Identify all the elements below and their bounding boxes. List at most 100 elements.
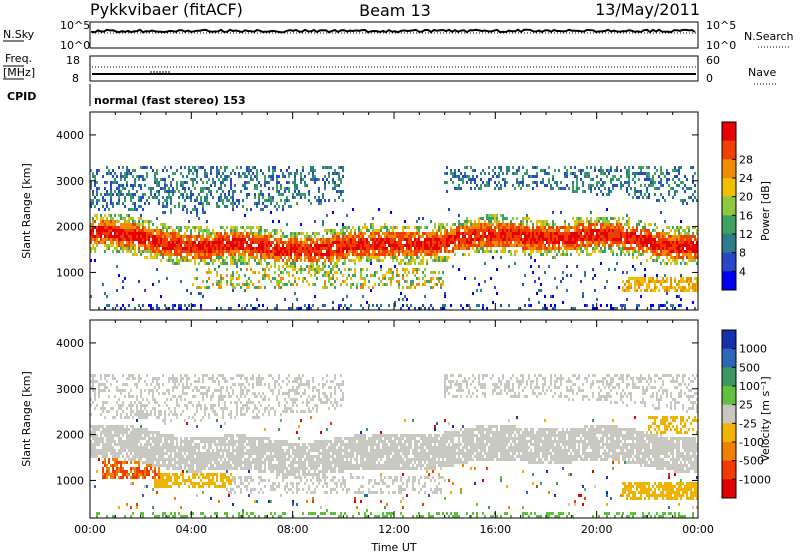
heatmap-cell — [210, 184, 212, 187]
heatmap-cell — [620, 247, 622, 250]
heatmap-cell — [142, 178, 144, 181]
heatmap-cell — [102, 175, 104, 178]
heatmap-cell — [572, 226, 574, 229]
heatmap-cell — [668, 250, 670, 253]
heatmap-cell — [350, 247, 352, 250]
heatmap-cell — [684, 238, 686, 241]
heatmap-cell — [526, 223, 528, 226]
heatmap-cell — [356, 244, 358, 247]
heatmap-cell — [496, 244, 498, 247]
heatmap-cell — [614, 229, 616, 232]
heatmap-cell — [414, 274, 416, 277]
heatmap-cell — [290, 172, 292, 175]
heatmap-cell — [338, 304, 340, 307]
heatmap-cell — [440, 259, 442, 262]
heatmap-cell — [626, 286, 628, 289]
heatmap-cell — [202, 280, 204, 283]
heatmap-cell — [682, 280, 684, 283]
heatmap-cell — [240, 247, 242, 250]
heatmap-cell — [94, 214, 96, 217]
heatmap-cell — [498, 232, 500, 235]
heatmap-cell — [112, 235, 114, 238]
heatmap-cell — [116, 175, 118, 178]
heatmap-cell — [344, 259, 346, 262]
heatmap-cell — [106, 247, 108, 250]
heatmap-cell — [330, 238, 332, 241]
heatmap-cell — [660, 280, 662, 283]
date-title: 13/May/2011 — [595, 0, 700, 19]
heatmap-cell — [330, 259, 332, 262]
heatmap-cell — [176, 253, 178, 256]
heatmap-cell — [170, 166, 172, 169]
heatmap-cell — [192, 172, 194, 175]
heatmap-cell — [382, 238, 384, 241]
heatmap-cell — [372, 250, 374, 253]
heatmap-cell — [294, 250, 296, 253]
heatmap-cell — [234, 247, 236, 250]
heatmap-cell — [560, 238, 562, 241]
heatmap-cell — [224, 178, 226, 181]
heatmap-cell — [218, 178, 220, 181]
heatmap-cell — [204, 169, 206, 172]
heatmap-cell — [374, 271, 376, 274]
heatmap-cell — [630, 232, 632, 235]
heatmap-cell — [360, 247, 362, 250]
heatmap-cell — [126, 175, 128, 178]
heatmap-cell — [188, 226, 190, 229]
heatmap-cell — [340, 250, 342, 253]
heatmap-cell — [224, 196, 226, 199]
heatmap-cell — [458, 247, 460, 250]
heatmap-cell — [576, 250, 578, 253]
heatmap-cell — [388, 277, 390, 280]
heatmap-cell — [436, 277, 438, 280]
heatmap-cell — [466, 244, 468, 247]
heatmap-cell — [208, 256, 210, 259]
heatmap-cell — [146, 238, 148, 241]
heatmap-cell — [228, 193, 230, 196]
heatmap-cell — [492, 244, 494, 247]
heatmap-cell — [120, 178, 122, 181]
heatmap-cell — [664, 262, 666, 265]
heatmap-cell — [310, 166, 312, 169]
heatmap-cell — [420, 247, 422, 250]
heatmap-cell — [484, 244, 486, 247]
heatmap-cell — [146, 229, 148, 232]
heatmap-cell — [204, 199, 206, 202]
heatmap-cell — [648, 166, 650, 169]
heatmap-cell — [106, 223, 108, 226]
heatmap-cell — [150, 256, 152, 259]
heatmap-cell — [236, 244, 238, 247]
heatmap-cell — [660, 247, 662, 250]
heatmap-cell — [216, 238, 218, 241]
heatmap-cell — [506, 244, 508, 247]
heatmap-cell — [676, 235, 678, 238]
heatmap-cell — [578, 235, 580, 238]
heatmap-cell — [238, 241, 240, 244]
heatmap-cell — [648, 280, 650, 283]
heatmap-cell — [656, 247, 658, 250]
heatmap-cell — [106, 235, 108, 238]
heatmap-cell — [196, 244, 198, 247]
heatmap-cell — [610, 304, 612, 307]
heatmap-cell — [314, 283, 316, 286]
heatmap-cell — [484, 172, 486, 175]
heatmap-cell — [344, 244, 346, 247]
heatmap-cell — [200, 253, 202, 256]
heatmap-cell — [254, 247, 256, 250]
heatmap-cell — [608, 235, 610, 238]
heatmap-cell — [464, 253, 466, 256]
heatmap-cell — [626, 271, 628, 274]
heatmap-cell — [354, 244, 356, 247]
heatmap-cell — [670, 247, 672, 250]
heatmap-cell — [660, 169, 662, 172]
heatmap-cell — [252, 178, 254, 181]
heatmap-cell — [120, 244, 122, 247]
heatmap-cell — [106, 172, 108, 175]
heatmap-cell — [174, 244, 176, 247]
heatmap-cell — [668, 238, 670, 241]
heatmap-cell — [508, 169, 510, 172]
heatmap-cell — [224, 166, 226, 169]
heatmap-cell — [494, 166, 496, 169]
heatmap-cell — [492, 256, 494, 259]
heatmap-cell — [100, 235, 102, 238]
